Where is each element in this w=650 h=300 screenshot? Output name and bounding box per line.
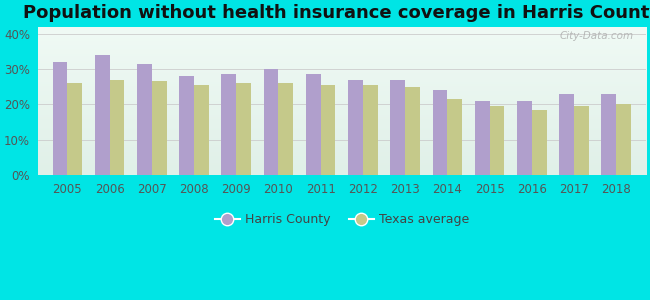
Bar: [110, 80, 124, 175]
Bar: [475, 101, 489, 175]
Title: Population without health insurance coverage in Harris County: Population without health insurance cove…: [23, 4, 650, 22]
Bar: [405, 87, 420, 175]
Bar: [179, 76, 194, 175]
Bar: [616, 104, 631, 175]
Bar: [53, 62, 68, 175]
Bar: [152, 81, 166, 175]
Bar: [574, 106, 589, 175]
Bar: [68, 83, 82, 175]
Bar: [532, 110, 547, 175]
Bar: [278, 83, 293, 175]
Bar: [559, 94, 574, 175]
Bar: [348, 80, 363, 175]
Bar: [194, 85, 209, 175]
Bar: [391, 80, 405, 175]
Bar: [222, 74, 236, 175]
Bar: [320, 85, 335, 175]
Bar: [601, 94, 616, 175]
Bar: [447, 99, 462, 175]
Legend: Harris County, Texas average: Harris County, Texas average: [209, 208, 474, 231]
Text: City-Data.com: City-Data.com: [560, 31, 634, 41]
Bar: [433, 90, 447, 175]
Bar: [306, 74, 320, 175]
Bar: [137, 64, 152, 175]
Bar: [517, 101, 532, 175]
Bar: [95, 55, 110, 175]
Bar: [489, 106, 504, 175]
Bar: [236, 83, 251, 175]
Bar: [363, 85, 378, 175]
Bar: [264, 69, 278, 175]
